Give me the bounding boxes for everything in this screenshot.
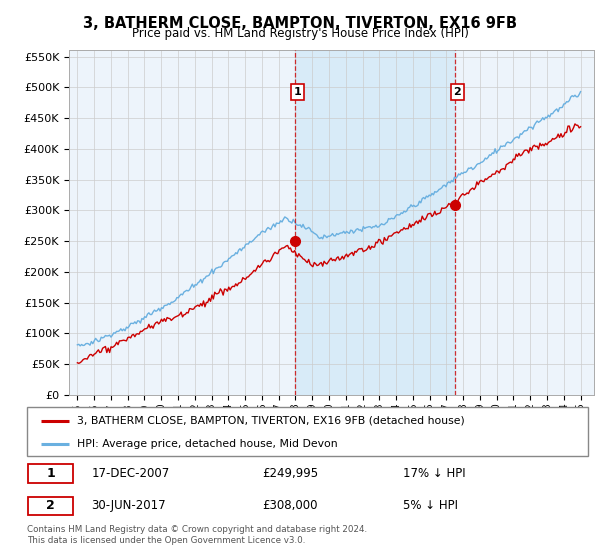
Text: 5% ↓ HPI: 5% ↓ HPI bbox=[403, 500, 458, 512]
Text: Contains HM Land Registry data © Crown copyright and database right 2024.
This d: Contains HM Land Registry data © Crown c… bbox=[27, 525, 367, 545]
Text: 17-DEC-2007: 17-DEC-2007 bbox=[92, 467, 170, 480]
FancyBboxPatch shape bbox=[28, 497, 73, 515]
Text: HPI: Average price, detached house, Mid Devon: HPI: Average price, detached house, Mid … bbox=[77, 439, 338, 449]
Text: 17% ↓ HPI: 17% ↓ HPI bbox=[403, 467, 466, 480]
Text: 1: 1 bbox=[293, 87, 301, 97]
Text: £308,000: £308,000 bbox=[263, 500, 318, 512]
Text: 3, BATHERM CLOSE, BAMPTON, TIVERTON, EX16 9FB: 3, BATHERM CLOSE, BAMPTON, TIVERTON, EX1… bbox=[83, 16, 517, 31]
Text: 2: 2 bbox=[454, 87, 461, 97]
Text: 30-JUN-2017: 30-JUN-2017 bbox=[92, 500, 166, 512]
FancyBboxPatch shape bbox=[27, 407, 588, 456]
Text: Price paid vs. HM Land Registry's House Price Index (HPI): Price paid vs. HM Land Registry's House … bbox=[131, 27, 469, 40]
Text: £249,995: £249,995 bbox=[263, 467, 319, 480]
Text: 1: 1 bbox=[46, 467, 55, 480]
FancyBboxPatch shape bbox=[28, 464, 73, 483]
Text: 3, BATHERM CLOSE, BAMPTON, TIVERTON, EX16 9FB (detached house): 3, BATHERM CLOSE, BAMPTON, TIVERTON, EX1… bbox=[77, 416, 465, 426]
Bar bbox=[295, 50, 455, 395]
Text: 2: 2 bbox=[46, 500, 55, 512]
